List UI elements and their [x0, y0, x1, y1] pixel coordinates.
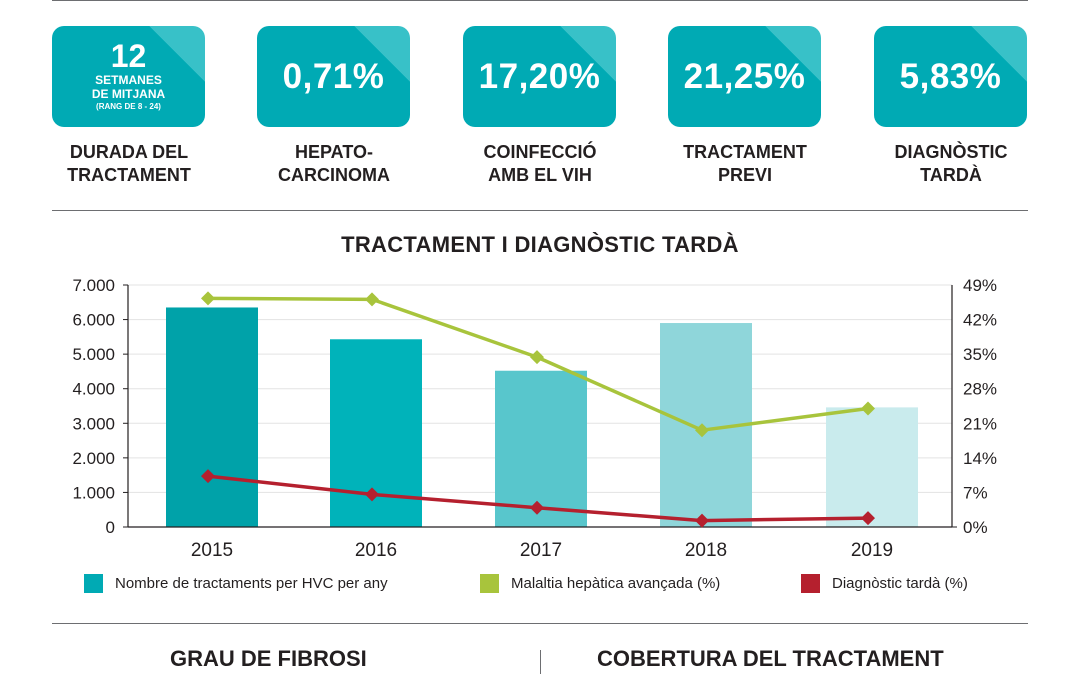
point-series-1-2019: [861, 401, 875, 416]
kpi-label-hepatocarcinoma: HEPATO- CARCINOMA: [278, 142, 390, 185]
point-series-2-2017: [530, 500, 544, 515]
heading-fibrosis: GRAU DE FIBROSI: [170, 646, 367, 671]
y-left-tick-label: 1.000: [72, 483, 115, 502]
kpi-value-hiv-coinfection: 17,20%: [478, 56, 601, 96]
top-divider: [52, 0, 1028, 1]
y-left-tick-label: 4.000: [72, 380, 115, 399]
y-left-tick-label: 2.000: [72, 449, 115, 468]
y-right-tick-label: 49%: [963, 276, 997, 295]
y-right-tick-label: 7%: [963, 483, 988, 502]
point-series-2-2019: [861, 511, 875, 526]
x-tick-label-2017: 2017: [520, 540, 562, 561]
point-series-1-2016: [365, 292, 379, 307]
y-left-tick-label: 0: [106, 518, 115, 537]
point-series-1-2015: [201, 291, 215, 306]
kpi-value-previous-treatment: 21,25%: [683, 56, 806, 96]
kpi-sub-weeks: SETMANES: [95, 73, 162, 87]
point-series-2-2018: [695, 513, 709, 528]
point-series-1-2017: [530, 350, 544, 365]
legend-label-late-diagnosis: Diagnòstic tardà (%): [832, 575, 968, 592]
kpi-sub-range: (RANG DE 8 - 24): [96, 102, 161, 111]
kpi-sub-average: DE MITJANA: [91, 87, 166, 101]
x-tick-label-2016: 2016: [355, 540, 397, 561]
kpi-value-late-diagnosis: 5,83%: [899, 56, 1002, 96]
y-left-tick-label: 3.000: [72, 414, 115, 433]
kpi-card-hiv-coinfection: 17,20%: [463, 26, 616, 127]
bar-2015: [166, 307, 258, 527]
y-left-tick-label: 6.000: [72, 311, 115, 330]
y-right-tick-label: 28%: [963, 380, 997, 399]
bar-2017: [495, 370, 587, 527]
y-left-tick-label: 7.000: [72, 276, 115, 295]
kpi-value-duration: 12: [110, 38, 147, 74]
point-series-2-2015: [201, 469, 215, 484]
legend-item-treatments: Nombre de tractaments per HVC per any: [84, 574, 388, 593]
legend-label-liver-disease: Malaltia hepàtica avançada (%): [511, 575, 721, 592]
legend-swatch-liver-disease: [480, 574, 499, 593]
heading-coverage: COBERTURA DEL TRACTAMENT: [597, 646, 944, 671]
y-right-tick-label: 0%: [963, 518, 988, 537]
y-right-tick-label: 21%: [963, 414, 997, 433]
point-series-1-2018: [695, 423, 709, 438]
legend-item-late-diagnosis: Diagnòstic tardà (%): [801, 574, 968, 593]
kpi-card-late-diagnosis: 5,83%: [874, 26, 1027, 127]
chart-title: TRACTAMENT I DIAGNÒSTIC TARDÀ: [341, 232, 739, 257]
x-tick-label-2018: 2018: [685, 540, 727, 561]
x-tick-label-2019: 2019: [851, 540, 893, 561]
legend-divider: [52, 623, 1028, 624]
kpi-value-hepatocarcinoma: 0,71%: [282, 56, 385, 96]
kpi-card-hepatocarcinoma: 0,71%: [257, 26, 410, 127]
point-series-2-2016: [365, 487, 379, 502]
y-left-tick-label: 5.000: [72, 345, 115, 364]
kpi-label-previous-treatment: TRACTAMENT PREVI: [683, 142, 807, 185]
kpi-label-duration: DURADA DEL TRACTAMENT: [67, 142, 191, 185]
y-right-tick-label: 14%: [963, 449, 997, 468]
bar-2019: [826, 407, 918, 527]
kpi-label-hiv-coinfection: COINFECCIÓ AMB EL VIH: [483, 142, 597, 185]
kpi-divider: [52, 210, 1028, 211]
legend-label-treatments: Nombre de tractaments per HVC per any: [115, 575, 388, 592]
kpi-label-late-diagnosis: DIAGNÒSTIC TARDÀ: [894, 142, 1008, 185]
legend-swatch-late-diagnosis: [801, 574, 820, 593]
x-tick-label-2015: 2015: [191, 540, 233, 561]
y-right-tick-label: 35%: [963, 345, 997, 364]
legend-item-liver-disease: Malaltia hepàtica avançada (%): [480, 574, 720, 593]
legend-swatch-treatments: [84, 574, 103, 593]
kpi-card-previous-treatment: 21,25%: [668, 26, 821, 127]
y-right-tick-label: 42%: [963, 311, 997, 330]
bottom-separator: [540, 650, 541, 674]
kpi-card-duration: 12 SETMANES DE MITJANA (RANG DE 8 - 24): [52, 26, 205, 127]
